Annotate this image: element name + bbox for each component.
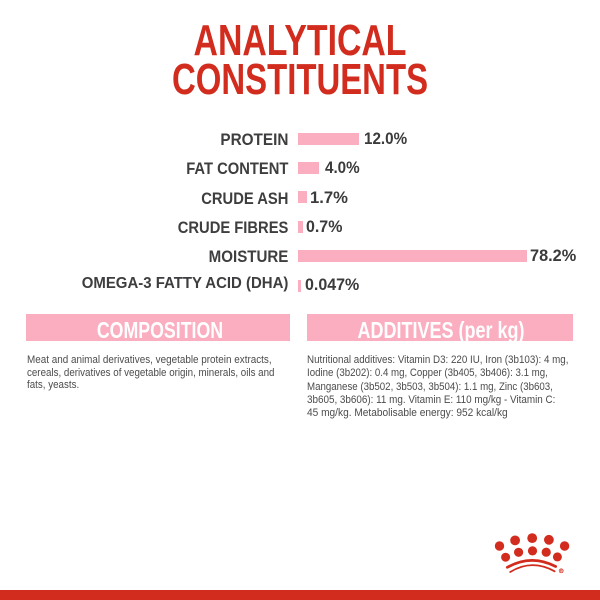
svg-text:R: R bbox=[560, 569, 563, 573]
